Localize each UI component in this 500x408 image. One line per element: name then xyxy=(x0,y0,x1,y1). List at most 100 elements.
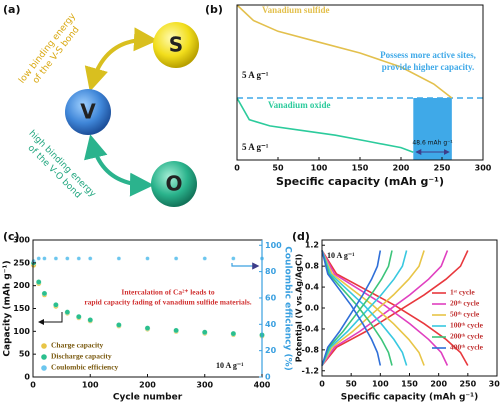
panel-label: (b) xyxy=(205,3,223,16)
y-tick-label: 100 xyxy=(13,327,30,336)
data-point xyxy=(64,309,71,315)
node-circle xyxy=(151,161,197,207)
x-axis-label: Specific capacity (mAh g⁻¹) xyxy=(276,175,444,188)
x-tick-label: 300 xyxy=(196,381,213,390)
data-point xyxy=(87,317,94,323)
panel-label: (a) xyxy=(3,3,20,16)
rate-label: 10 A g⁻¹ xyxy=(216,361,244,370)
edge-label: high binding energy xyxy=(26,129,97,200)
data-point xyxy=(144,325,151,331)
series-label: Vanadium sulfide xyxy=(262,5,329,15)
y-tick-label: 300 xyxy=(13,236,30,245)
series-label: Vanadium oxide xyxy=(268,100,330,110)
x-tick-label: 100 xyxy=(311,164,328,173)
y2-tick-label: 40 xyxy=(265,320,277,329)
x-tick-label: 50 xyxy=(346,380,358,389)
panel-label: (c) xyxy=(3,230,20,243)
legend-label: Coulombic efficiency xyxy=(51,363,119,372)
data-point xyxy=(53,302,59,308)
x-tick-label: 0 xyxy=(319,380,325,389)
annotation: provide higher capacity. xyxy=(382,62,474,72)
data-point xyxy=(42,256,47,261)
data-point xyxy=(173,327,179,334)
axis-pointer xyxy=(38,312,63,325)
x-tick-label: 400 xyxy=(254,381,271,390)
data-point xyxy=(76,313,82,320)
legend-marker xyxy=(41,365,47,371)
y-axis-label: Capacity (mAh g⁻¹) xyxy=(3,260,13,356)
rate-label: 5 A g⁻¹ xyxy=(242,70,269,80)
legend-label: 20ᵗʰ cycle xyxy=(450,299,480,308)
rate-label: 10 A g⁻¹ xyxy=(327,251,355,260)
series-line xyxy=(321,250,425,366)
data-point xyxy=(202,256,207,261)
rate-label: 5 A g⁻¹ xyxy=(242,142,269,152)
data-point xyxy=(230,330,237,337)
x-tick-label: 300 xyxy=(475,164,492,173)
series-line xyxy=(321,250,469,366)
diagram: S V O low binding energy of the V-S bond… xyxy=(17,11,199,207)
highlight-region xyxy=(413,98,452,160)
node-label: V xyxy=(80,100,96,124)
node-label: O xyxy=(165,172,182,196)
series-line xyxy=(321,250,382,366)
y-tick-label: 0.4 xyxy=(305,283,320,292)
data-point xyxy=(41,290,48,297)
data-point xyxy=(36,256,41,261)
x-tick-label: 250 xyxy=(434,164,451,173)
y-tick-label: -0.8 xyxy=(302,345,320,354)
panel-label: (d) xyxy=(292,230,310,243)
x-tick-label: 100 xyxy=(82,381,99,390)
x-tick-label: 200 xyxy=(139,381,156,390)
data-point xyxy=(173,256,179,261)
data-point xyxy=(35,279,42,285)
y2-axis-label: Coulombic efficiency (%) xyxy=(283,246,293,371)
legend-label: 100ᵗʰ cycle xyxy=(450,321,484,330)
data-point xyxy=(53,256,59,261)
series-line xyxy=(236,97,414,154)
y-tick-label: 200 xyxy=(13,281,30,290)
y-tick-label: -1.2 xyxy=(302,366,320,375)
y-axis-label: Potential (V vs.Ag/AgCl) xyxy=(295,254,304,362)
axis-pointer xyxy=(231,262,260,270)
y2-tick-label: 0 xyxy=(265,373,271,382)
data-point xyxy=(201,329,208,335)
x-tick-label: 300 xyxy=(489,380,500,389)
node-label: S xyxy=(169,33,183,57)
y2-tick-label: 80 xyxy=(265,267,277,276)
x-tick-label: 0 xyxy=(30,381,36,390)
x-tick-label: 200 xyxy=(393,164,410,173)
legend-label: 200ᵗʰ cycle xyxy=(450,332,484,341)
series-line xyxy=(321,250,449,366)
legend-label: 400ᵗʰ cycle xyxy=(450,343,484,352)
series-line xyxy=(321,250,408,366)
y-tick-label: 0.8 xyxy=(305,262,320,271)
data-point xyxy=(145,256,150,261)
series-line xyxy=(236,4,453,99)
data-point xyxy=(88,256,93,261)
legend-marker xyxy=(41,354,47,360)
edge-label: low binding energy xyxy=(17,11,78,85)
node-circle xyxy=(153,22,199,68)
annotation: Possess more active sites, xyxy=(380,50,476,60)
data-point xyxy=(116,256,122,261)
y-tick-label: -0.4 xyxy=(302,324,320,333)
annotation: rapid capacity fading of vanadium sulfid… xyxy=(84,298,251,307)
plot-frame xyxy=(321,239,498,377)
y-tick-label: 0 xyxy=(24,373,30,382)
x-tick-label: 150 xyxy=(401,380,418,389)
node-circle xyxy=(65,89,111,135)
y-tick-label: 0.0 xyxy=(305,304,320,313)
data-point xyxy=(65,256,70,261)
x-tick-label: 50 xyxy=(272,164,284,173)
legend-label: Charge capacity xyxy=(51,341,104,350)
data-point xyxy=(116,322,122,328)
series-line xyxy=(321,250,393,366)
highlight-label: 48.6 mAh g⁻¹ xyxy=(412,140,453,147)
x-tick-label: 100 xyxy=(372,380,389,389)
legend-marker xyxy=(41,343,47,349)
y-tick-label: 50 xyxy=(19,350,31,359)
y2-tick-label: 60 xyxy=(265,293,277,302)
y-tick-label: 150 xyxy=(13,304,30,313)
